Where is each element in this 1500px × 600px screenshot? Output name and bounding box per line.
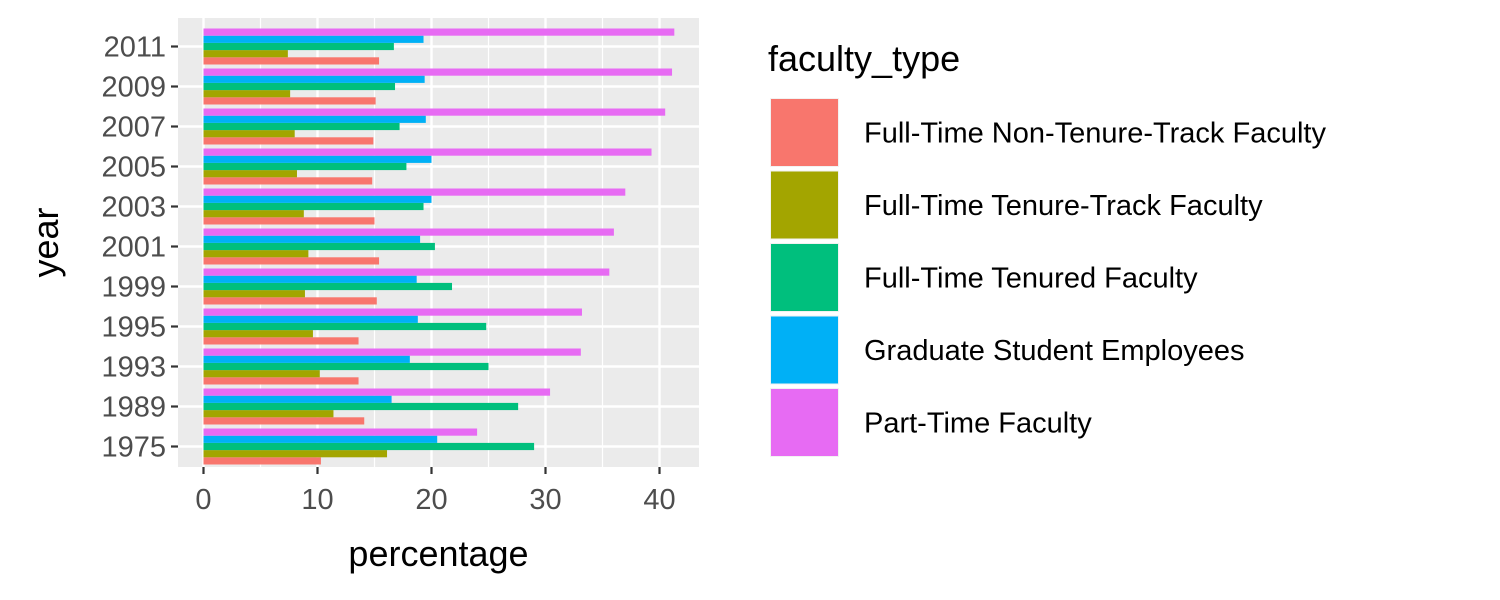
bar — [203, 388, 551, 396]
legend-key — [771, 99, 838, 166]
bar — [203, 417, 365, 425]
bar — [203, 28, 675, 36]
y-tick-label: 2001 — [101, 232, 166, 264]
bar — [203, 90, 291, 98]
bar — [203, 410, 334, 418]
bar — [203, 177, 373, 185]
bar — [203, 155, 432, 163]
y-tick-label: 1999 — [101, 272, 166, 304]
x-axis: 0 10 20 30 40 — [195, 467, 676, 516]
bar — [203, 250, 309, 258]
y-axis: 1975 1989 1993 1995 1999 2001 2003 2005 2007 2009… — [101, 32, 178, 464]
legend-label: Full-Time Tenured Faculty — [864, 263, 1198, 295]
bar — [203, 348, 581, 356]
bars — [203, 28, 675, 465]
bar — [203, 97, 376, 105]
bar — [203, 297, 377, 305]
bar — [203, 210, 304, 218]
bar — [203, 377, 359, 385]
bar — [203, 50, 288, 58]
y-tick-label: 2007 — [101, 112, 166, 144]
y-tick-label: 1993 — [101, 352, 166, 384]
bar — [203, 148, 652, 156]
bar — [203, 68, 673, 76]
y-tick-label: 1975 — [101, 432, 166, 464]
y-tick-label: 2011 — [104, 32, 166, 64]
bar — [203, 75, 425, 83]
bar — [203, 242, 435, 251]
x-tick-label: 10 — [301, 484, 333, 516]
y-tick-label: 1995 — [101, 312, 166, 344]
bar — [203, 115, 426, 123]
bar — [203, 202, 424, 211]
bar — [203, 257, 380, 265]
bar — [203, 428, 478, 436]
legend-key — [771, 389, 838, 456]
legend: Full-Time Non-Tenure-Track Faculty Full-T… — [770, 98, 1326, 457]
bar — [203, 275, 417, 283]
bar — [203, 235, 421, 243]
bar — [203, 457, 321, 465]
y-tick-label: 2003 — [101, 192, 166, 224]
legend-key — [771, 171, 838, 239]
bar — [203, 108, 666, 116]
bar — [203, 268, 610, 276]
y-tick-label: 1989 — [101, 392, 166, 424]
bar — [203, 362, 489, 371]
bar — [203, 162, 407, 171]
bar — [203, 450, 388, 458]
bar — [203, 137, 374, 145]
bar — [203, 57, 380, 65]
bar — [203, 195, 432, 203]
legend-title: faculty_type — [768, 38, 960, 79]
legend-label: Full-Time Tenure-Track Faculty — [864, 190, 1263, 222]
bar — [203, 122, 400, 131]
bar — [203, 315, 418, 323]
bar — [203, 217, 375, 225]
bar — [203, 322, 487, 331]
bar — [203, 130, 295, 138]
bar — [203, 82, 396, 91]
x-tick-label: 0 — [195, 484, 211, 516]
bar — [203, 330, 313, 338]
bar — [203, 282, 453, 291]
bar — [203, 435, 438, 443]
bar — [203, 355, 410, 363]
bar — [203, 308, 582, 316]
bar — [203, 290, 305, 298]
bar — [203, 42, 394, 51]
bar — [203, 35, 424, 43]
y-axis-title: year — [25, 207, 66, 277]
bar — [203, 395, 392, 403]
x-tick-label: 30 — [529, 484, 561, 516]
legend-label: Part-Time Faculty — [864, 408, 1092, 440]
legend-label: Graduate Student Employees — [864, 335, 1244, 367]
bar — [203, 170, 297, 178]
x-axis-title: percentage — [348, 533, 528, 574]
bar — [203, 442, 535, 451]
bar — [203, 228, 614, 236]
y-tick-label: 2005 — [101, 152, 166, 184]
x-tick-label: 40 — [643, 484, 675, 516]
legend-key — [771, 316, 838, 384]
x-tick-label: 20 — [415, 484, 447, 516]
bar — [203, 370, 320, 378]
bar — [203, 402, 519, 411]
bar — [203, 337, 359, 345]
bar — [203, 188, 626, 196]
legend-label: Full-Time Non-Tenure-Track Faculty — [864, 118, 1326, 150]
legend-key — [771, 244, 838, 311]
y-tick-label: 2009 — [101, 72, 166, 104]
